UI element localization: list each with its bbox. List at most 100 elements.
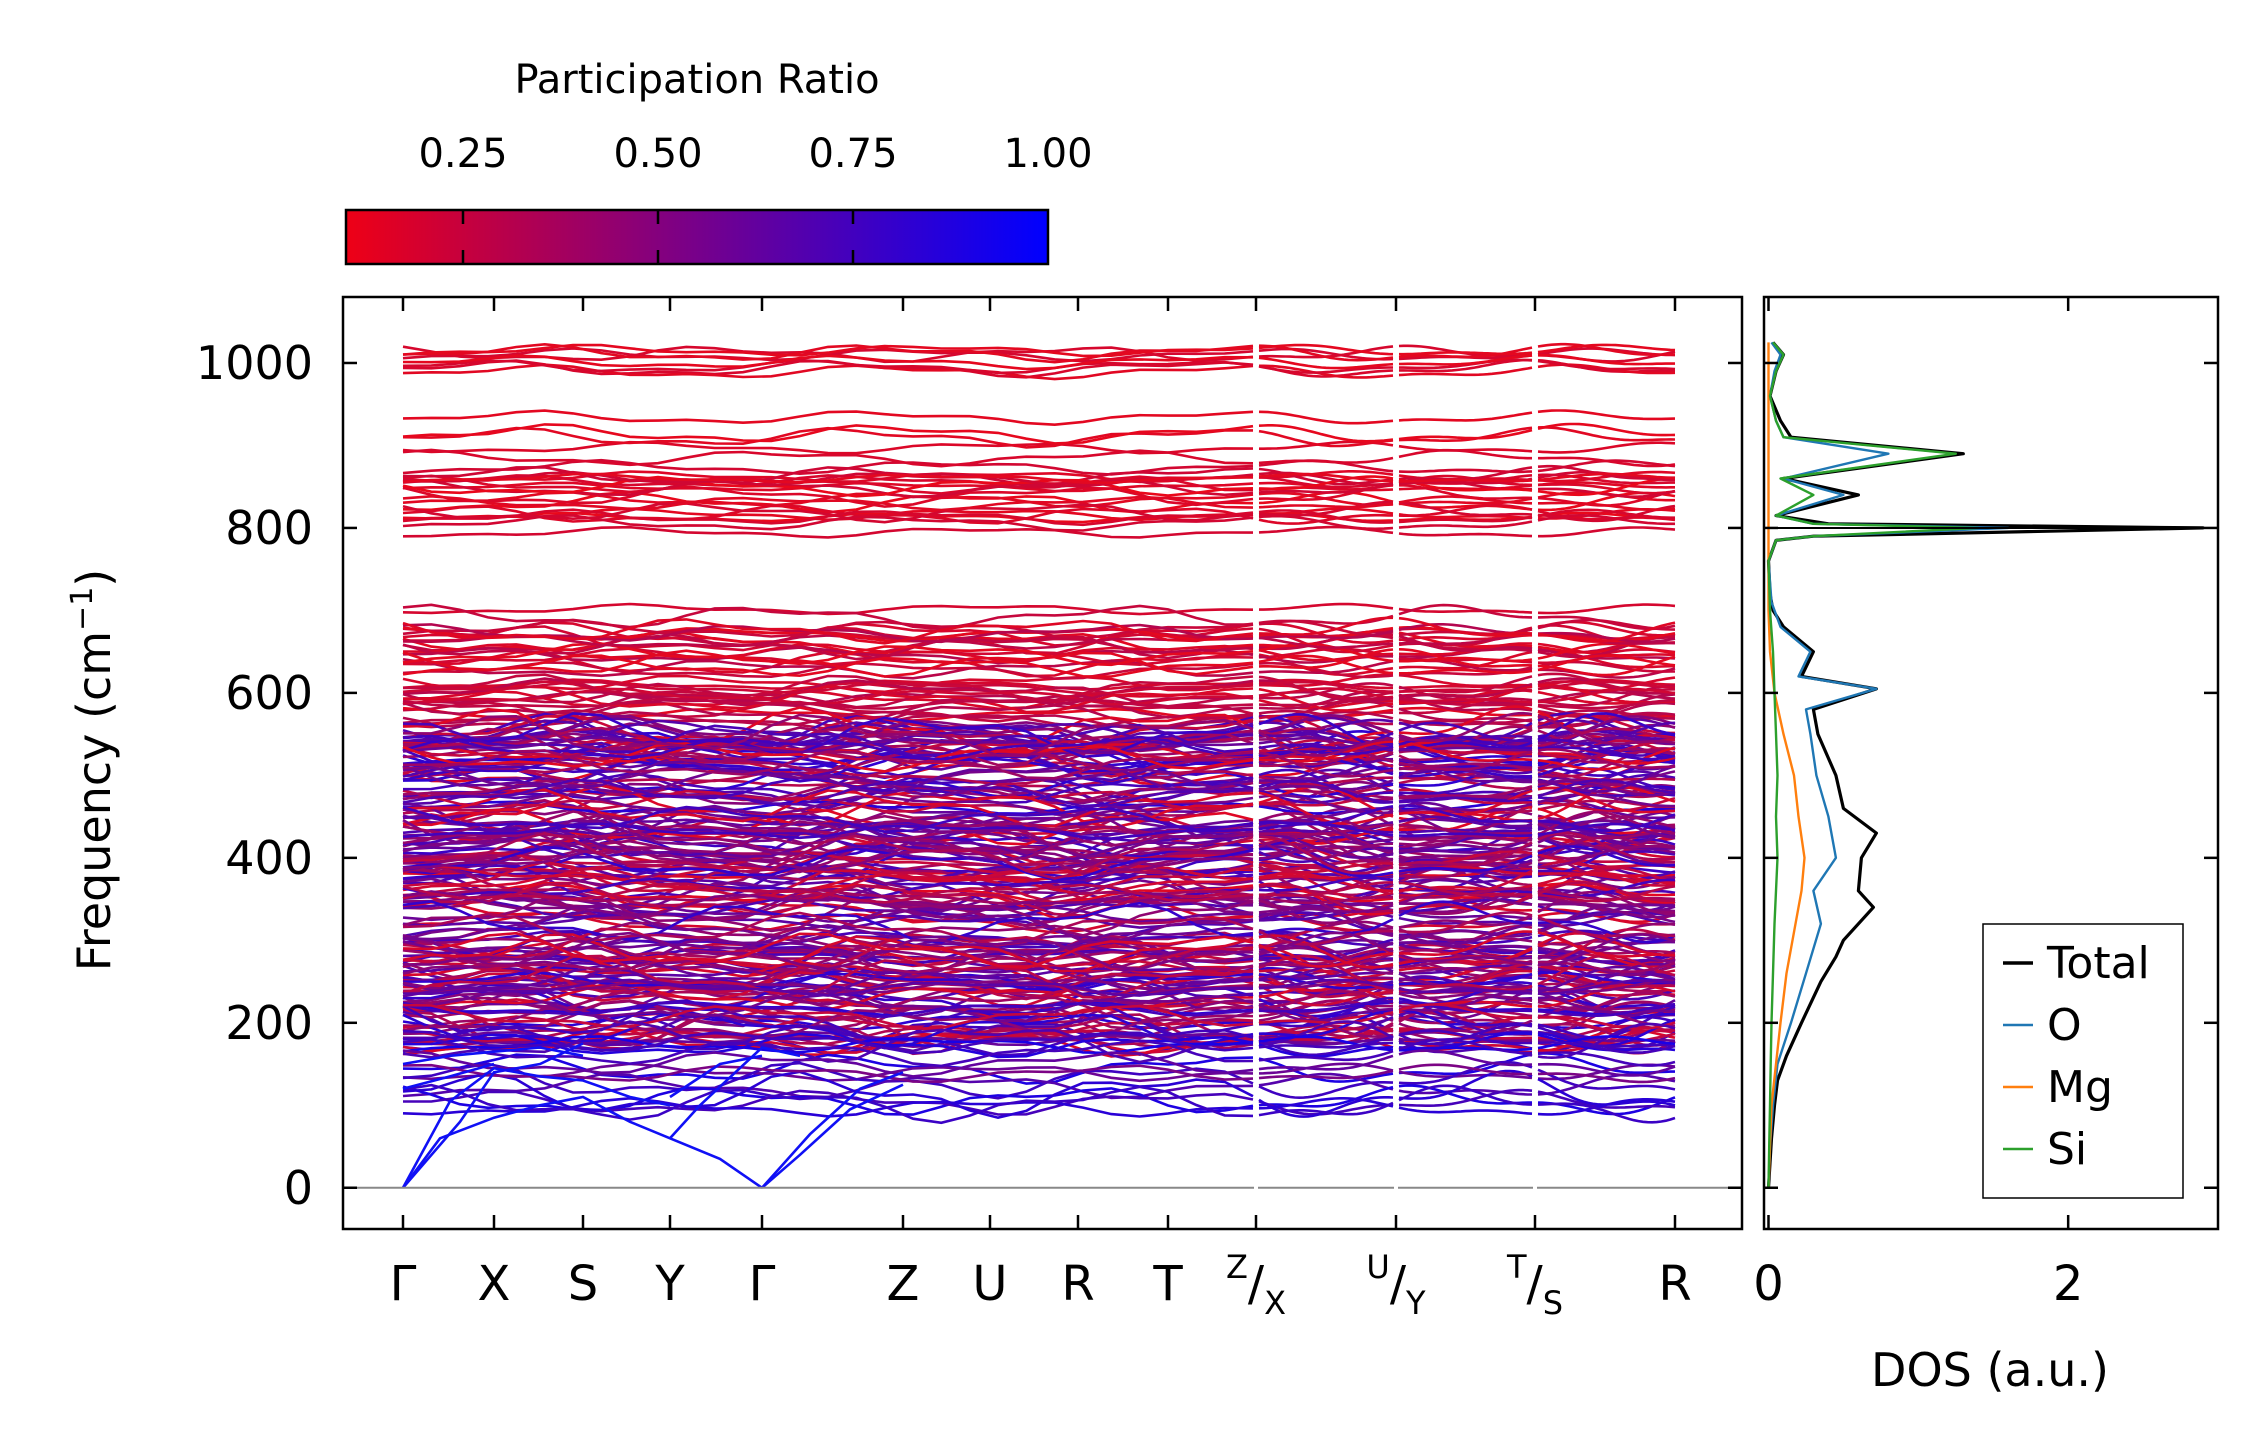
band-upper-optical [1258, 513, 1394, 525]
band-lower-optical-mid [1537, 915, 1676, 938]
band-low-optical [402, 1070, 1254, 1120]
band-lower-optical-high [1258, 690, 1394, 710]
band-lower-optical-mid [1537, 712, 1675, 735]
band-lower-optical-mid [1537, 948, 1676, 963]
band-lower-optical-mid [402, 909, 1254, 929]
band-upper-optical [1537, 472, 1676, 482]
band-lower-optical-mid [1537, 765, 1676, 793]
band-lower-optical-mid [1258, 1008, 1394, 1037]
band-low-optical [1537, 1068, 1676, 1091]
band-lower-optical-high [1398, 616, 1533, 636]
band-lower-optical-mid [402, 766, 1254, 811]
acoustic-branch [401, 1095, 763, 1189]
band-upper-optical [1259, 470, 1394, 479]
band-upper-optical [1399, 478, 1533, 483]
band-lower-optical-mid [1258, 731, 1394, 757]
band-lower-optical-mid [1537, 1026, 1676, 1048]
colorbar-ticks: 0.25 0.50 0.75 1.00 [418, 131, 1093, 264]
band-upper-optical [402, 504, 1254, 525]
band-lower-optical-high [1537, 621, 1676, 643]
band-lower-optical-mid [1258, 823, 1394, 836]
band-lower-optical-mid [402, 931, 1254, 971]
k-point-label: Γ [390, 1256, 417, 1312]
band-low-optical [402, 1029, 1254, 1055]
dos-x-tick-label: 2 [2053, 1256, 2084, 1312]
band-upper-optical [1537, 477, 1676, 497]
k-point-label: Y [654, 1256, 685, 1312]
band-low-optical [1258, 1097, 1394, 1110]
band-low-optical [1537, 1090, 1676, 1109]
band-lower-optical-mid [1258, 978, 1394, 990]
band-lower-optical-mid [402, 845, 1254, 872]
band-lower-optical-mid [1537, 718, 1676, 741]
band-lower-optical-high [1259, 602, 1394, 611]
band-lower-optical-mid [402, 712, 1254, 759]
band-lower-optical-high [402, 685, 1254, 714]
band-top-optical [402, 342, 1254, 364]
band-lower-optical-mid [1258, 794, 1394, 815]
band-lower-optical-high [1537, 631, 1676, 644]
band-lower-optical-high [402, 673, 1254, 702]
band-top-optical [402, 343, 1254, 358]
band-upper-optical [1398, 520, 1533, 529]
band-lower-optical-mid [1258, 779, 1394, 804]
band-y-ticks: 0 200 400 600 800 1000 [196, 336, 1742, 1215]
band-lower-optical-mid [402, 971, 1254, 991]
band-upper-optical [1537, 425, 1676, 442]
band-low-optical [1398, 1029, 1533, 1045]
band-lower-optical-high [1258, 648, 1394, 670]
band-lower-optical-mid [402, 887, 1254, 905]
band-upper-optical [1258, 482, 1394, 494]
band-lower-optical-mid [402, 719, 1254, 756]
band-lower-optical-mid [402, 933, 1254, 973]
band-lower-optical-mid [1259, 740, 1394, 763]
band-lower-optical-mid [1258, 872, 1393, 892]
band-lower-optical-high [1537, 655, 1676, 677]
band-lower-optical-mid [1538, 902, 1676, 919]
band-upper-optical [1398, 515, 1533, 524]
band-lower-optical-mid [1258, 876, 1394, 892]
band-upper-optical [1398, 501, 1533, 517]
band-upper-optical [1537, 508, 1675, 519]
band-lower-optical-high [1398, 718, 1533, 725]
band-lower-optical-mid [402, 898, 1254, 921]
band-lower-optical-mid [1537, 965, 1676, 994]
band-lower-optical-mid [1398, 1023, 1533, 1046]
band-lower-optical-mid [1258, 718, 1394, 738]
band-upper-optical [1258, 502, 1394, 509]
band-lower-optical-mid [1398, 987, 1533, 995]
band-lower-optical-mid [1537, 1032, 1676, 1046]
band-low-optical [1258, 1049, 1394, 1062]
band-lower-optical-high [1258, 687, 1394, 700]
band-low-optical [1258, 1035, 1394, 1049]
band-lower-optical-high [402, 642, 1254, 667]
band-low-optical [1537, 1051, 1676, 1067]
band-lower-optical-mid [1398, 949, 1533, 965]
band-lower-optical-high [1258, 629, 1394, 640]
band-low-optical [1398, 1088, 1533, 1107]
band-upper-optical [1398, 503, 1533, 517]
band-top-optical [1398, 354, 1533, 366]
band-low-optical [1398, 1038, 1532, 1055]
k-point-label-split: Z/X [1226, 1248, 1286, 1322]
band-lower-optical-mid [1258, 1011, 1394, 1025]
band-lower-optical-high [402, 643, 1254, 663]
k-point-label: X [478, 1256, 511, 1312]
y-axis-label: Frequency (cm−1) [65, 569, 121, 972]
band-lower-optical-high [1398, 673, 1533, 688]
band-lower-optical-mid [1258, 972, 1394, 999]
dos-axes [1762, 295, 2220, 1231]
y-tick-label: 200 [225, 996, 313, 1050]
band-top-optical [402, 354, 1254, 371]
band-lower-optical-mid [1258, 791, 1394, 825]
band-low-optical [1537, 1098, 1676, 1116]
band-lower-optical-high [1399, 656, 1533, 663]
band-lower-optical-mid [1258, 929, 1394, 946]
band-lower-optical-high [1537, 684, 1676, 707]
band-lower-optical-high [1258, 661, 1394, 679]
acoustic-branch [761, 1071, 904, 1189]
colorbar-tick-label: 1.00 [1003, 131, 1092, 177]
band-low-optical [1258, 1100, 1394, 1116]
k-point-label: Γ [749, 1256, 776, 1312]
band-upper-optical [1398, 478, 1533, 492]
